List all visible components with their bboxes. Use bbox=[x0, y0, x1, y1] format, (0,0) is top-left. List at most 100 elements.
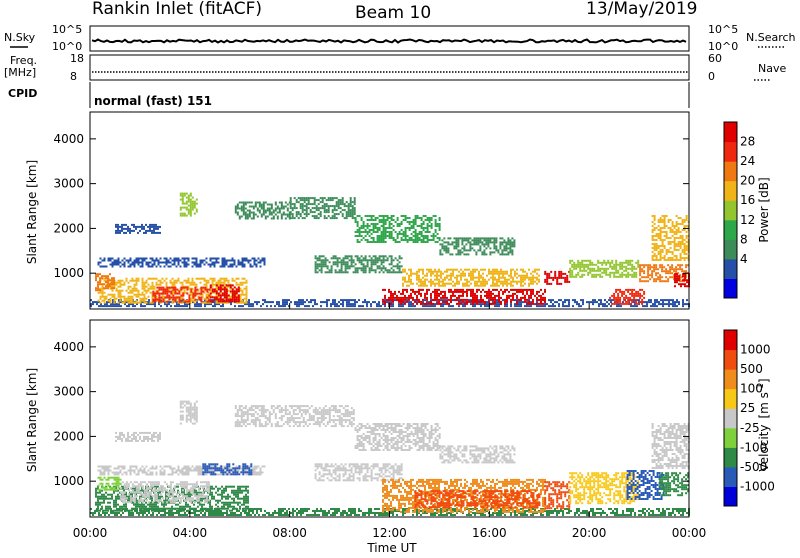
data-region-3 bbox=[98, 477, 122, 491]
nsky-panel bbox=[90, 26, 689, 51]
y-tick-label-0: 1000 bbox=[53, 474, 84, 488]
colorbar-tick-6: 4 bbox=[740, 252, 748, 266]
colorbar-tick-1: 500 bbox=[740, 362, 763, 376]
x-tick-label-5: 20:00 bbox=[572, 526, 607, 540]
data-region-20 bbox=[674, 273, 690, 287]
colorbar-swatch-1 bbox=[724, 259, 737, 279]
power-colorbar-label: Power [dB] bbox=[757, 177, 771, 242]
nsearch-label: N.Search bbox=[746, 31, 796, 44]
nsky-tick-top: 10^5 bbox=[52, 23, 82, 36]
data-region-19 bbox=[652, 215, 690, 261]
x-tick-label-3: 12:00 bbox=[372, 526, 407, 540]
data-region-11 bbox=[315, 463, 403, 481]
data-region-12 bbox=[315, 255, 403, 273]
data-region-8 bbox=[235, 405, 355, 427]
cpid-label: CPID bbox=[8, 87, 37, 100]
colorbar-tick-5: 8 bbox=[740, 232, 748, 246]
data-region-7 bbox=[180, 193, 198, 217]
nsky-label: N.Sky bbox=[4, 31, 36, 44]
x-tick-label-0: 00:00 bbox=[73, 526, 108, 540]
colorbar-tick-7: -1000 bbox=[740, 479, 775, 493]
x-tick-label-6: 00:00 bbox=[672, 526, 707, 540]
freq-tick-bottom: 8 bbox=[70, 70, 77, 83]
data-region-14 bbox=[402, 269, 540, 287]
colorbar-swatch-8 bbox=[724, 122, 737, 142]
colorbar-swatch-3 bbox=[724, 220, 737, 240]
data-region-4 bbox=[95, 273, 115, 291]
data-region-5 bbox=[98, 258, 266, 268]
colorbar-tick-0: 28 bbox=[740, 135, 755, 149]
y-tick-label-1: 2000 bbox=[53, 429, 84, 443]
power-data bbox=[90, 193, 690, 308]
colorbar-tick-3: 25 bbox=[740, 401, 755, 415]
data-region-10 bbox=[355, 215, 441, 243]
colorbar-swatch-3 bbox=[724, 428, 737, 448]
colorbar-tick-2: 20 bbox=[740, 174, 755, 188]
colorbar-tick-0: 1000 bbox=[740, 343, 771, 357]
power-ylabel: Slant Range [km] bbox=[25, 160, 39, 264]
y-tick-label-2: 3000 bbox=[53, 177, 84, 191]
colorbar-swatch-1 bbox=[724, 467, 737, 487]
data-region-8 bbox=[235, 202, 291, 220]
velocity-colorbar-label-main: Velocity bbox=[757, 425, 771, 472]
beam-title: Beam 10 bbox=[355, 3, 431, 23]
colorbar-swatch-2 bbox=[724, 447, 737, 467]
power-colorbar: 28 24 20 16 12 8 4 bbox=[724, 122, 755, 299]
velocity-colorbar-label-close: ] bbox=[757, 378, 771, 383]
data-region-10 bbox=[439, 445, 515, 463]
x-axis: 00:00 04:00 08:00 12:00 16:00 20:00 00:00 bbox=[73, 303, 707, 540]
velocity-ylabel: Slant Range [km] bbox=[25, 368, 39, 472]
colorbar-tick-3: 16 bbox=[740, 193, 755, 207]
nave-label: Nave bbox=[758, 62, 786, 75]
data-region-11 bbox=[439, 237, 515, 255]
data-region-14 bbox=[544, 481, 570, 509]
y-tick-label-3: 4000 bbox=[53, 340, 84, 354]
velocity-colorbar-label: Velocity [m s-1] bbox=[756, 378, 771, 471]
x-tick-label-4: 16:00 bbox=[472, 526, 507, 540]
colorbar-swatch-0 bbox=[724, 278, 737, 298]
velocity-data bbox=[90, 401, 690, 516]
data-region-9 bbox=[290, 197, 356, 219]
cpid-value: normal (fast) 151 bbox=[94, 94, 212, 108]
velocity-colorbar-label-unit: [m s bbox=[757, 392, 771, 418]
freq-label-2: [MHz] bbox=[4, 66, 36, 79]
x-tick-label-2: 08:00 bbox=[272, 526, 307, 540]
data-region-9 bbox=[355, 423, 441, 451]
colorbar-swatch-0 bbox=[724, 486, 737, 506]
colorbar-swatch-8 bbox=[724, 330, 737, 350]
y-tick-label-1: 2000 bbox=[53, 221, 84, 235]
freq-tick-top: 18 bbox=[70, 52, 84, 65]
station-title: Rankin Inlet (fitACF) bbox=[92, 0, 262, 19]
freq-panel bbox=[90, 55, 689, 80]
nave-tick-bottom: 0 bbox=[708, 70, 715, 83]
data-region-17 bbox=[652, 423, 690, 469]
velocity-colorbar-label-exp: -1 bbox=[756, 383, 766, 392]
x-tick-label-1: 04:00 bbox=[173, 526, 208, 540]
colorbar-swatch-7 bbox=[724, 142, 737, 162]
colorbar-swatch-5 bbox=[724, 181, 737, 201]
x-axis-label: Time UT bbox=[366, 541, 417, 554]
colorbar-tick-1: 24 bbox=[740, 154, 755, 168]
nsky-trace bbox=[92, 40, 686, 43]
data-region-18 bbox=[639, 264, 689, 282]
data-region-12 bbox=[382, 479, 546, 513]
colorbar-swatch-4 bbox=[724, 200, 737, 220]
nsearch-tick-top: 10^5 bbox=[708, 23, 738, 36]
data-region-6 bbox=[115, 224, 161, 234]
colorbar-swatch-6 bbox=[724, 369, 737, 389]
colorbar-tick-4: 12 bbox=[740, 213, 755, 227]
date-title: 13/May/2019 bbox=[586, 0, 698, 19]
y-tick-label-2: 3000 bbox=[53, 385, 84, 399]
data-region-6 bbox=[115, 432, 161, 442]
colorbar-swatch-6 bbox=[724, 161, 737, 181]
y-tick-label-3: 4000 bbox=[53, 132, 84, 146]
nave-tick-top: 60 bbox=[708, 52, 722, 65]
colorbar-swatch-4 bbox=[724, 408, 737, 428]
y-tick-label-0: 1000 bbox=[53, 266, 84, 280]
colorbar-swatch-7 bbox=[724, 350, 737, 370]
data-region-15 bbox=[544, 271, 570, 285]
data-region-16 bbox=[569, 260, 639, 278]
colorbar-swatch-2 bbox=[724, 239, 737, 259]
colorbar-swatch-5 bbox=[724, 389, 737, 409]
